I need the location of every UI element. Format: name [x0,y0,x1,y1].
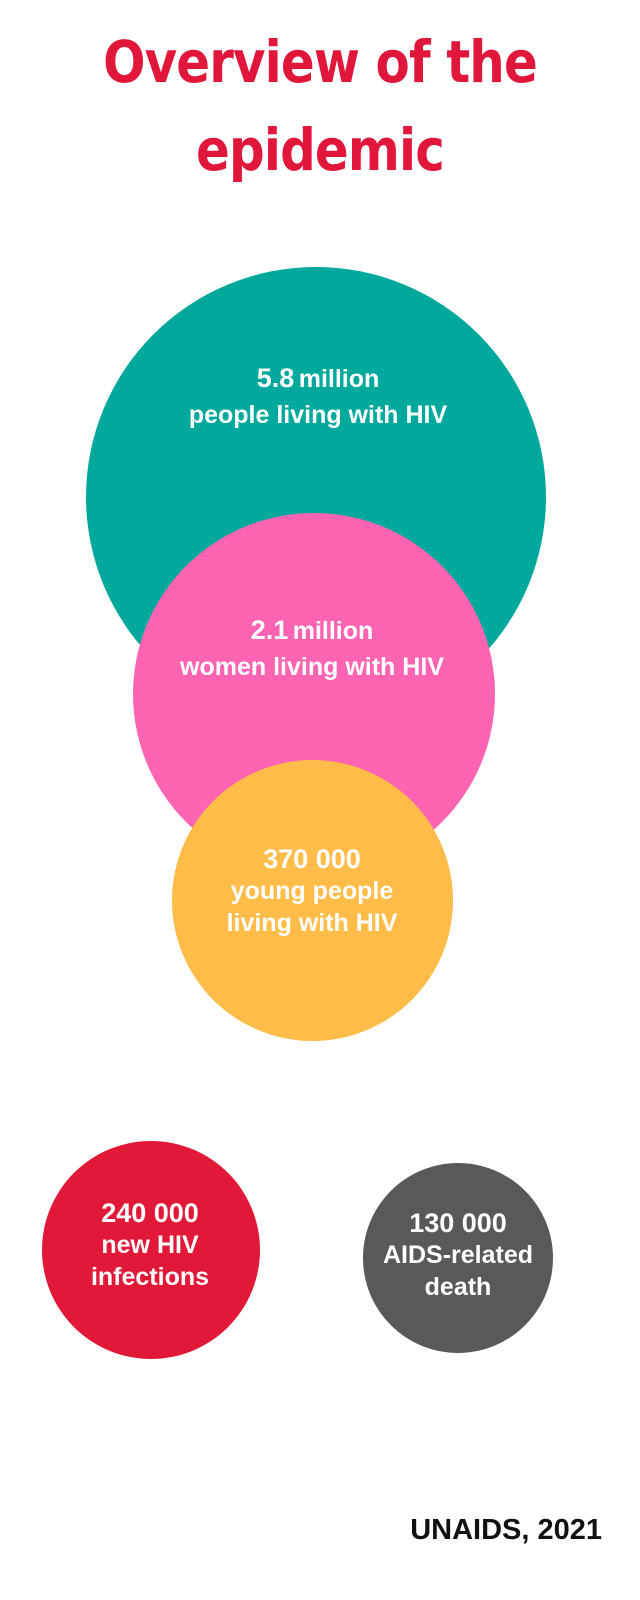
aids-deaths-description-2: death [424,1273,492,1301]
people-living-label: 5.8 million people living with HIV [120,362,516,431]
young-people-description-2: living with HIV [226,909,398,937]
new-infections-description-2: infections [90,1263,210,1291]
aids-deaths-label: 130 000 AIDS-related death [368,1207,548,1303]
women-living-description: women living with HIV [180,653,444,681]
aids-deaths-circle [363,1163,553,1353]
new-infections-circle [42,1141,260,1359]
people-living-number: 5.8 [256,363,295,393]
young-people-number: 370 000 [263,844,361,874]
young-people-circle [172,760,453,1041]
new-infections-description-1: new HIV [101,1231,199,1259]
page-title: Overview of the epidemic [45,18,595,194]
new-infections-number: 240 000 [101,1198,199,1228]
aids-deaths-description-1: AIDS-related [382,1241,534,1269]
aids-deaths-number: 130 000 [409,1208,507,1238]
title-line-1: Overview of the [103,28,538,96]
young-people-label: 370 000 young people living with HIV [180,843,444,939]
young-people-description-1: young people [230,877,394,905]
women-living-label: 2.1 million women living with HIV [150,614,474,683]
title-line-2: epidemic [196,116,445,184]
people-living-description: people living with HIV [188,401,448,429]
people-living-unit: million [298,365,380,393]
new-infections-label: 240 000 new HIV infections [50,1197,250,1293]
women-living-unit: million [292,617,374,645]
women-living-number: 2.1 [250,615,289,645]
source-credit: UNAIDS, 2021 [410,1514,602,1546]
